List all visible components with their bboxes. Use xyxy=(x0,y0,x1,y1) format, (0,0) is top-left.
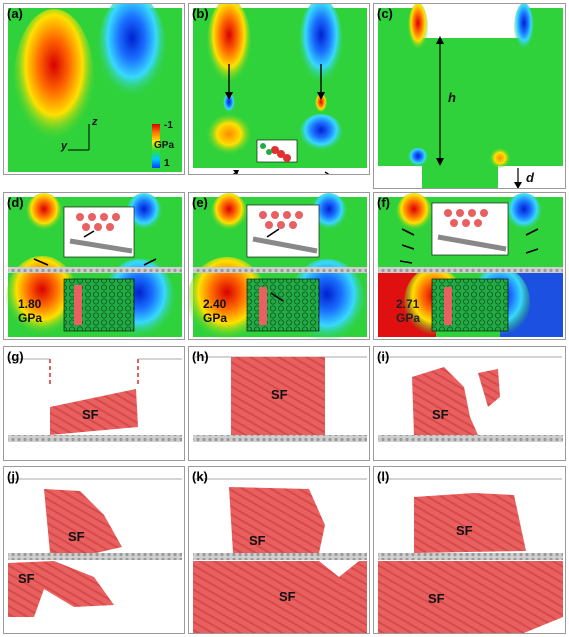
stacking-fault-label: SF xyxy=(432,407,449,422)
colorbar-unit-label: GPa xyxy=(154,140,175,151)
panel-label: (k) xyxy=(192,469,208,484)
stress-unit: GPa xyxy=(396,311,421,325)
stacking-fault-label: SF xyxy=(271,387,288,402)
panel-label: (f) xyxy=(377,195,390,210)
axis-icon xyxy=(68,124,90,151)
colorbar xyxy=(152,124,160,168)
stacking-fault-label: SF xyxy=(82,407,99,422)
axis-y-label: y xyxy=(61,140,68,152)
stress-value: 2.40 xyxy=(203,297,227,311)
stress-unit: GPa xyxy=(18,311,43,325)
panel-label: (c) xyxy=(377,6,393,21)
panel-label: (i) xyxy=(377,349,390,364)
panel-d: (d) 1.80 GPa xyxy=(3,192,185,340)
stacking-fault-label-top: SF xyxy=(249,533,266,548)
panel-j: (j) SF SF xyxy=(3,466,185,634)
dimension-d-label: d xyxy=(526,170,534,185)
colorbar-min-label: -1 xyxy=(164,120,173,131)
axis-z-label: z xyxy=(92,116,98,128)
panel-label: (j) xyxy=(7,469,20,484)
panel-label: (b) xyxy=(192,6,209,21)
panel-label: (g) xyxy=(7,349,24,364)
panel-g: (g) SF xyxy=(3,346,185,461)
stress-value: 2.71 xyxy=(396,297,420,311)
panel-c: (c) h d xyxy=(373,3,566,189)
panel-label: (d) xyxy=(7,195,24,210)
stacking-fault-label-bottom: SF xyxy=(18,571,35,586)
colorbar-max-label: 1 xyxy=(164,158,170,169)
stacking-fault-label-bottom: SF xyxy=(428,591,445,606)
panel-e: (e) 2.40 GPa xyxy=(188,192,370,340)
panel-i: (i) SF xyxy=(373,346,566,461)
stacking-fault-label-top: SF xyxy=(68,529,85,544)
stacking-fault-label-top: SF xyxy=(456,523,473,538)
panel-label: (a) xyxy=(7,6,23,21)
panel-f: (f) 2.71 GPa xyxy=(373,192,566,340)
panel-a: (a) -1 GPa 1 z y xyxy=(3,3,185,175)
stress-value: 1.80 xyxy=(18,297,42,311)
panel-label: (h) xyxy=(192,349,209,364)
panel-h: (h) SF xyxy=(188,346,370,461)
stacking-fault-label-bottom: SF xyxy=(279,589,296,604)
panel-l: (l) SF SF xyxy=(373,466,566,634)
dimension-h-label: h xyxy=(448,90,456,105)
stress-unit: GPa xyxy=(203,311,228,325)
panel-b: (b) xyxy=(188,3,370,175)
panel-k: (k) SF SF xyxy=(188,466,370,634)
panel-label: (l) xyxy=(377,469,390,484)
panel-label: (e) xyxy=(192,195,208,210)
